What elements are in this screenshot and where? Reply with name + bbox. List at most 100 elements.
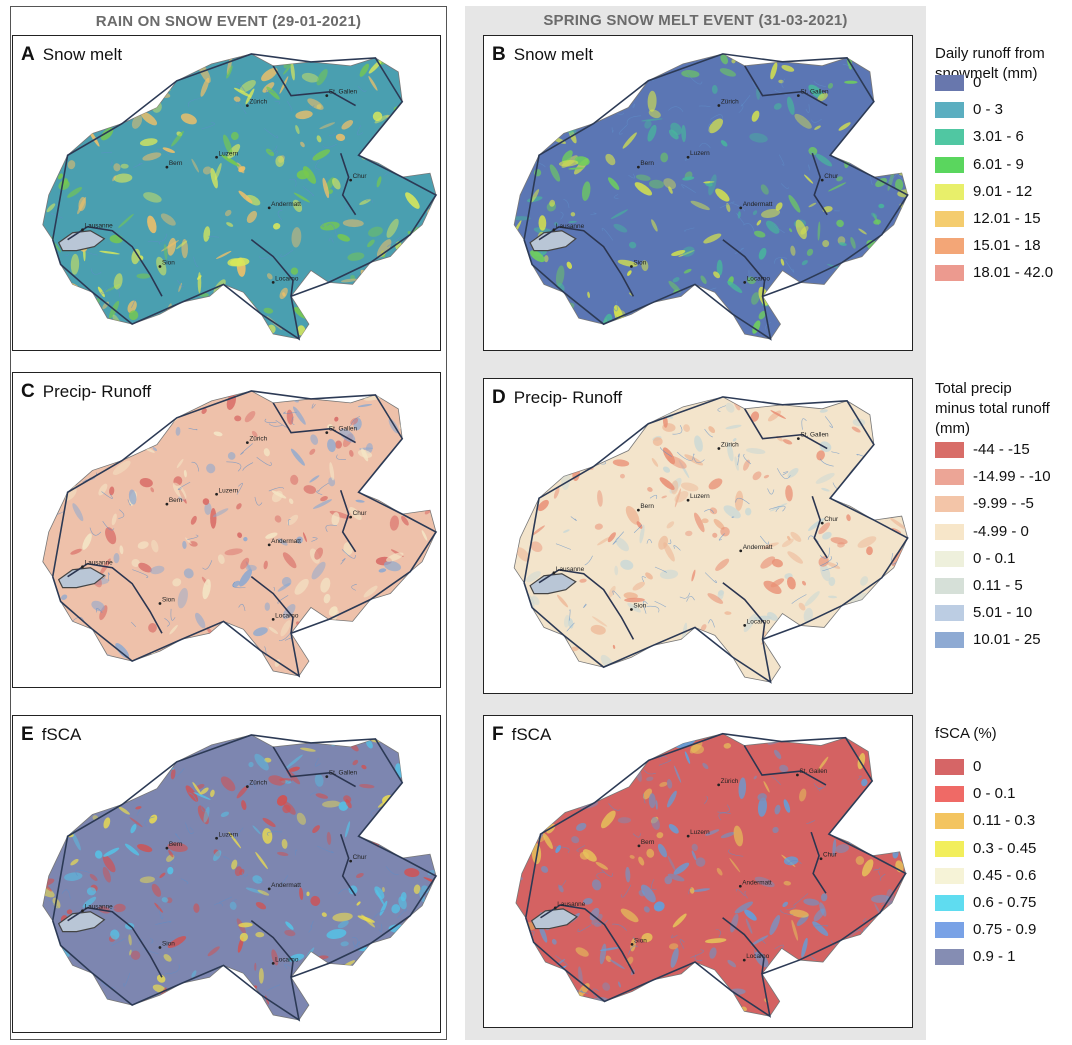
place-label: Andermatt — [742, 879, 772, 886]
place-marker — [158, 946, 162, 949]
place-label: Zürich — [249, 436, 267, 443]
panel-letter: D — [492, 387, 506, 408]
place-label: Lausanne — [84, 223, 113, 230]
legend-label: -9.99 - -5 — [973, 495, 1034, 513]
place-marker — [325, 431, 329, 435]
region-boundary — [67, 225, 163, 297]
place-marker — [552, 228, 556, 232]
place-marker — [271, 961, 275, 965]
place-marker — [267, 887, 271, 891]
legend-label: -44 - -15 — [973, 441, 1030, 458]
place-marker — [267, 543, 271, 547]
region-boundary — [743, 745, 827, 786]
panel-title: Precip- Runoff — [42, 382, 152, 401]
national-border — [51, 53, 438, 341]
legend-swatch — [935, 867, 964, 884]
legend-swatch — [935, 129, 964, 146]
panel-title: fSCA — [41, 725, 82, 744]
legend-title: Total precip minus total runoff (mm) — [935, 380, 1050, 437]
panel-letter: A — [21, 44, 35, 65]
place-label: St. Gallen — [329, 770, 358, 777]
legend-label: 0 - 0.1 — [973, 785, 1016, 803]
place-label: Lausanne — [556, 566, 585, 573]
switzerland-map: Zürich St. Gallen Luzern Bern Chur Andermatt L… — [42, 390, 438, 678]
region-boundary — [272, 402, 356, 444]
place-label: Sion — [162, 596, 175, 603]
place-label: St. Gallen — [329, 426, 358, 433]
place-label: Andermatt — [743, 544, 773, 551]
region-boundary — [538, 568, 635, 640]
place-label: Locarno — [747, 618, 771, 625]
place-marker — [739, 549, 743, 553]
legend-label: 0 — [973, 758, 982, 775]
place-marker — [796, 773, 799, 777]
legend-swatch — [935, 922, 964, 939]
region-boundary — [810, 831, 827, 894]
place-marker — [349, 859, 353, 863]
map-panel-c: Zürich St. Gallen Luzern Bern Chur Andermatt L… — [12, 372, 441, 688]
legend-swatch — [935, 238, 964, 255]
switzerland-map: Zürich St. Gallen Luzern Bern Chur Andermatt L… — [513, 53, 909, 341]
place-marker — [165, 165, 169, 169]
region-boundary — [67, 562, 163, 634]
place-label: Bern — [640, 160, 654, 167]
place-marker — [717, 783, 721, 787]
legend-label: 10.01 - 25 — [973, 631, 1041, 649]
region-boundary — [272, 746, 356, 788]
place-label: Zürich — [721, 99, 739, 106]
panel-letter: F — [492, 724, 504, 745]
place-label: Lausanne — [84, 560, 113, 567]
place-marker — [245, 104, 249, 108]
lake-geneva — [529, 230, 577, 252]
switzerland-map: Zürich St. Gallen Luzern Bern Chur Andermatt L… — [42, 734, 438, 1022]
legend-label: 0 - 0.1 — [973, 549, 1016, 567]
legend-swatch — [935, 523, 964, 540]
place-marker — [743, 624, 747, 627]
region-boundary — [722, 239, 766, 297]
place-marker — [81, 565, 84, 569]
region-boundary — [811, 153, 828, 216]
national-border — [523, 396, 909, 684]
legend-label: 5.01 - 10 — [973, 604, 1033, 622]
switzerland-map: Zürich St. Gallen Luzern Bern Chur Andermatt L… — [42, 53, 438, 341]
place-label: Zürich — [249, 780, 267, 787]
legend-swatch — [935, 102, 964, 119]
legend-label: 0 — [973, 74, 982, 91]
legend-swatch — [935, 605, 964, 622]
region-boundary — [744, 408, 828, 450]
place-label: Locarno — [746, 953, 769, 960]
place-marker — [637, 844, 641, 848]
legend-swatch — [935, 496, 964, 513]
switzerland-map: Zürich St. Gallen Luzern Bern Chur Andermatt L… — [513, 396, 909, 684]
place-label: Lausanne — [557, 901, 585, 908]
country-fill — [513, 53, 909, 340]
place-label: Andermatt — [271, 201, 301, 208]
place-marker — [686, 498, 690, 502]
place-label: St. Gallen — [329, 89, 358, 96]
panel-title: Precip- Runoff — [513, 388, 623, 407]
legend-swatch — [935, 75, 964, 91]
legend-swatch — [935, 632, 964, 649]
map-panel-a: Zürich St. Gallen Luzern Bern Chur Andermatt L… — [12, 35, 441, 351]
legend-swatch — [935, 156, 964, 173]
panel-letter: E — [21, 724, 34, 745]
region-boundary — [67, 906, 163, 978]
region-boundary — [339, 490, 357, 553]
region-boundary — [540, 904, 635, 975]
place-label: Zürich — [249, 99, 267, 106]
place-marker — [245, 785, 249, 789]
legend-swatch — [935, 895, 964, 911]
place-label: Sion — [634, 937, 647, 944]
panel-letter: B — [492, 44, 506, 65]
region-boundary — [538, 225, 635, 297]
place-marker — [165, 846, 169, 850]
place-label: Bern — [169, 160, 183, 167]
place-marker — [630, 942, 634, 946]
place-marker — [165, 502, 169, 506]
map-panel-b: Zürich St. Gallen Luzern Bern Chur Andermatt L… — [483, 35, 913, 351]
column-title-left: RAIN ON SNOW EVENT (29-01-2021) — [95, 13, 362, 30]
place-label: Bern — [169, 841, 183, 848]
region-boundary — [722, 917, 765, 974]
switzerland-map: Zürich St. Gallen Luzern Bern Chur Andermatt L… — [515, 732, 907, 1018]
